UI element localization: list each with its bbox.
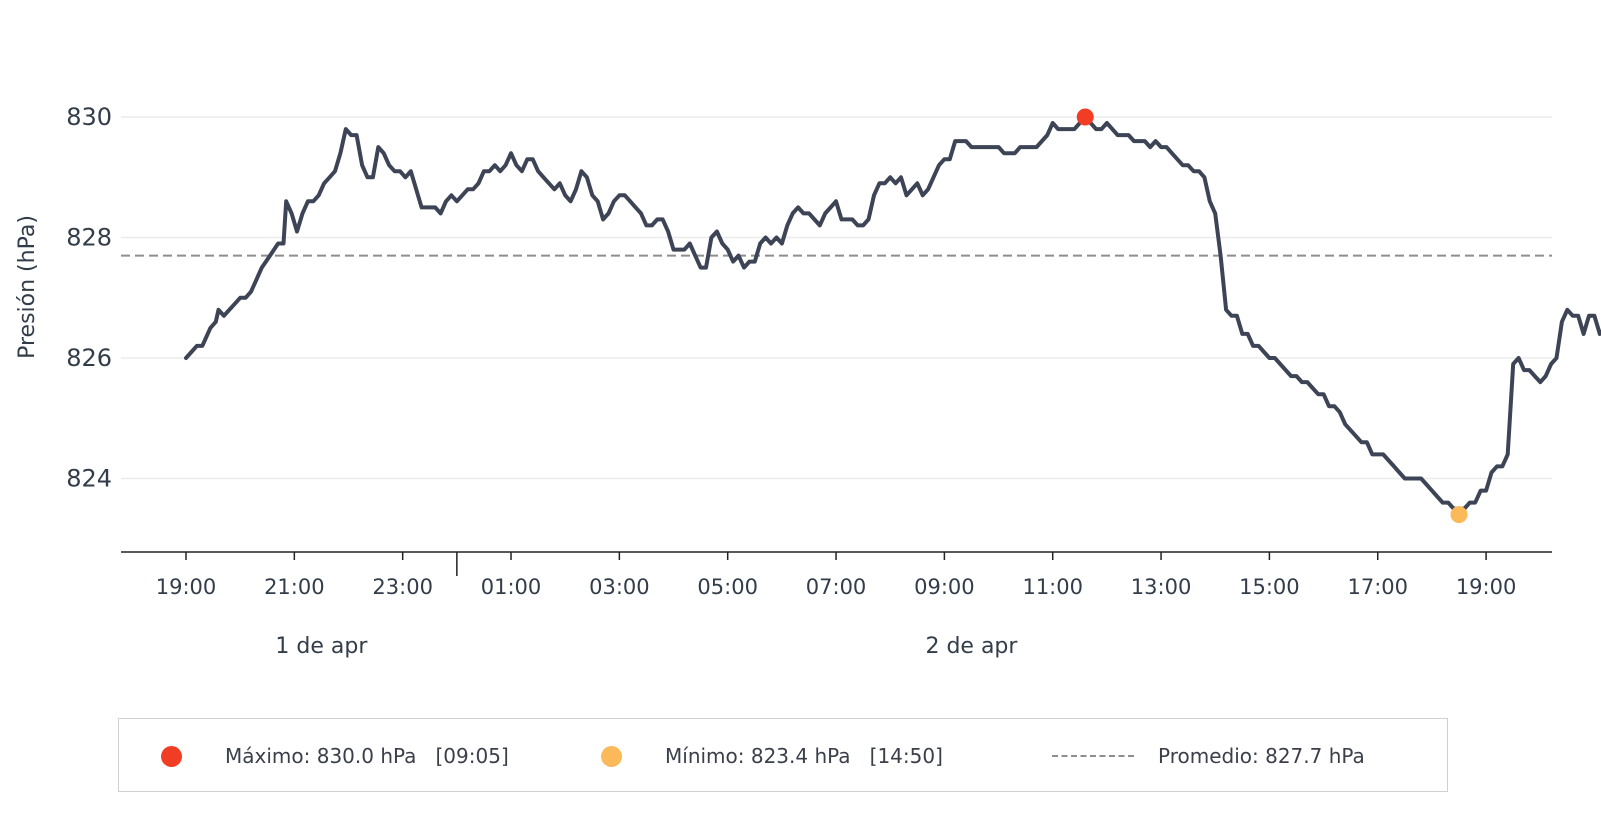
legend-mean-label: Promedio: 827.7 hPa <box>1158 744 1365 768</box>
y-axis-label: Presión (hPa) <box>15 215 40 359</box>
x-tick-label: 03:00 <box>589 575 650 599</box>
grid-lines <box>121 116 1552 480</box>
legend-max-label: Máximo: 830.0 hPa [09:05] <box>225 744 509 768</box>
day-labels: 1 de apr 2 de apr <box>275 634 1018 659</box>
x-tick-label: 19:00 <box>1456 575 1517 599</box>
y-axis-ticks: 824 826 828 830 <box>66 103 112 493</box>
min-marker <box>1450 506 1468 524</box>
x-tick-label: 01:00 <box>481 575 542 599</box>
x-tick-label: 19:00 <box>156 575 217 599</box>
y-tick-label: 826 <box>66 344 112 372</box>
x-tick-label: 15:00 <box>1239 575 1300 599</box>
x-tick-label: 05:00 <box>697 575 758 599</box>
day-label: 2 de apr <box>925 634 1018 659</box>
x-axis-ticks: 19:00 21:00 23:00 01:00 03:00 05:00 07:00 09:00… <box>156 552 1517 599</box>
y-tick-label: 824 <box>66 465 112 493</box>
legend-min-dot <box>601 746 622 767</box>
y-tick-label: 828 <box>66 224 112 252</box>
x-tick-label: 23:00 <box>372 575 433 599</box>
day-label: 1 de apr <box>275 634 368 659</box>
x-tick-label: 09:00 <box>914 575 975 599</box>
pressure-series-line <box>184 115 1601 511</box>
x-tick-label: 17:00 <box>1347 575 1408 599</box>
legend: Máximo: 830.0 hPa [09:05] Mínimo: 823.4 … <box>118 718 1448 792</box>
legend-max-dot <box>161 746 182 767</box>
max-marker <box>1076 108 1094 126</box>
legend-mean-dash <box>1052 755 1134 757</box>
y-tick-label: 830 <box>66 103 112 131</box>
x-tick-label: 21:00 <box>264 575 325 599</box>
legend-min-label: Mínimo: 823.4 hPa [14:50] <box>665 744 943 768</box>
x-tick-label: 13:00 <box>1131 575 1192 599</box>
x-tick-label: 07:00 <box>806 575 867 599</box>
x-tick-label: 11:00 <box>1022 575 1083 599</box>
